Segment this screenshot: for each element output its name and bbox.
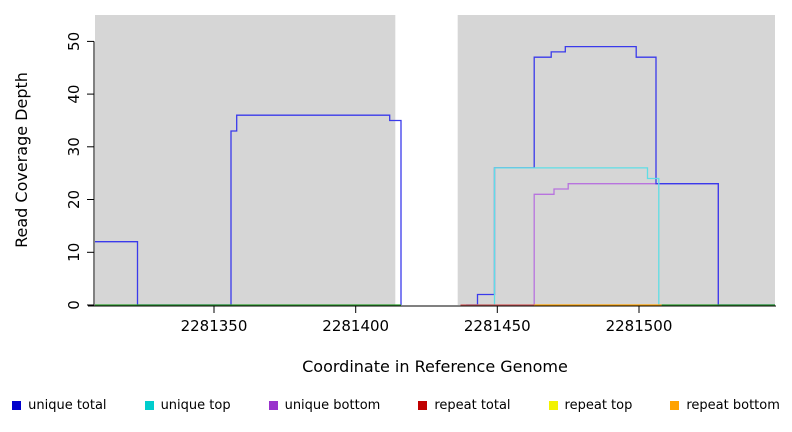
y-axis-tick-label: 20 (65, 190, 83, 209)
legend-label: repeat top (564, 398, 633, 413)
series-unique-total (466, 45, 775, 306)
legend-item-unique-bottom: unique bottom (268, 398, 381, 413)
plot-background-region (457, 15, 775, 305)
legend-swatch-icon (548, 401, 558, 410)
legend-label: unique total (28, 398, 107, 413)
legend-swatch-icon (268, 401, 278, 410)
series-unique-total (95, 114, 402, 306)
legend-label: repeat total (434, 398, 511, 413)
legend-label: repeat bottom (686, 398, 780, 413)
legend-item-unique-total: unique total (12, 398, 107, 413)
x-axis-tick-label: 2281500 (606, 317, 673, 335)
legend-swatch-icon (144, 401, 154, 410)
plot-area: Coordinate in Reference Genome Read Cove… (12, 15, 776, 376)
plot-background-region (95, 15, 396, 305)
legend: unique total unique top unique bottom repea… (0, 398, 792, 413)
coverage-plot: Coordinate in Reference Genome Read Cove… (12, 15, 776, 376)
legend-swatch-icon (670, 401, 680, 410)
legend-item-repeat-bottom: repeat bottom (670, 398, 780, 413)
x-axis-tick-label: 2281350 (181, 317, 248, 335)
legend-item-unique-top: unique top (144, 398, 231, 413)
y-axis-tick-label: 10 (65, 243, 83, 262)
y-axis-tick-label: 40 (65, 85, 83, 104)
x-axis-tick-label: 2281450 (464, 317, 531, 335)
x-axis-title: Coordinate in Reference Genome (302, 357, 568, 376)
y-axis-title: Read Coverage Depth (12, 72, 31, 248)
legend-label: unique top (160, 398, 231, 413)
legend-item-repeat-total: repeat total (418, 398, 511, 413)
y-axis-tick-label: 0 (65, 300, 83, 310)
y-axis-tick-label: 30 (65, 137, 83, 156)
legend-swatch-icon (12, 401, 22, 410)
legend-label: unique bottom (284, 398, 381, 413)
x-axis-tick-label: 2281400 (322, 317, 389, 335)
series-unique-top (466, 167, 665, 306)
y-axis-tick-label: 50 (65, 32, 83, 51)
legend-swatch-icon (418, 401, 428, 410)
legend-item-repeat-top: repeat top (548, 398, 633, 413)
